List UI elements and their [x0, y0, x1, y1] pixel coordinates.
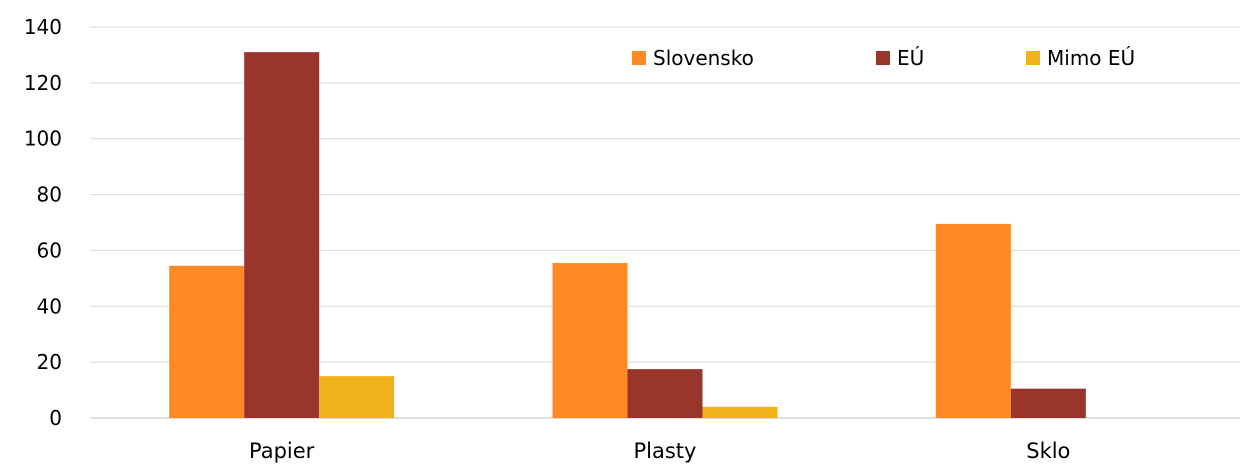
y-tick-label: 20 [37, 350, 62, 374]
y-tick-label: 60 [37, 238, 62, 262]
x-category-label: Papier [249, 439, 315, 463]
y-tick-label: 140 [24, 15, 62, 39]
x-category-label: Sklo [1026, 439, 1070, 463]
x-category-label: Plasty [634, 439, 697, 463]
bar [1011, 389, 1086, 418]
y-axis-tick-labels: 0 20 40 60 80 100 120 140 [24, 15, 62, 430]
bar [703, 407, 778, 418]
legend-label: EÚ [897, 46, 924, 70]
legend-swatch [632, 51, 646, 65]
bar [319, 376, 394, 418]
bar [169, 266, 244, 418]
legend: Slovensko EÚ Mimo EÚ [632, 46, 1135, 70]
bars [169, 52, 1086, 418]
legend-swatch [1026, 51, 1040, 65]
bar [936, 224, 1011, 418]
x-axis-category-labels: Papier Plasty Sklo [249, 439, 1070, 463]
y-tick-label: 40 [37, 294, 62, 318]
legend-label: Mimo EÚ [1047, 46, 1135, 70]
y-tick-label: 120 [24, 71, 62, 95]
legend-swatch [876, 51, 890, 65]
y-tick-label: 100 [24, 127, 62, 151]
bar [628, 369, 703, 418]
legend-label: Slovensko [653, 46, 754, 70]
y-tick-label: 80 [37, 183, 62, 207]
bar [553, 263, 628, 418]
bar [244, 52, 319, 418]
y-tick-label: 0 [49, 406, 62, 430]
